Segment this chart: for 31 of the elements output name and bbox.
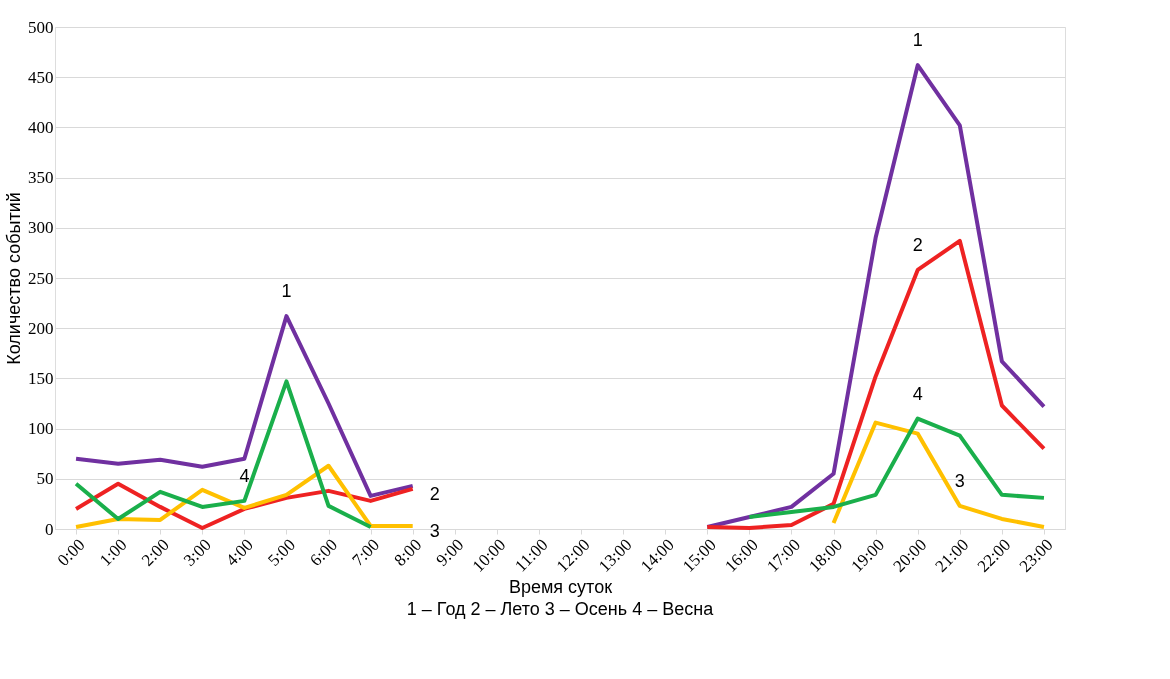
y-tick-label: 450 — [28, 67, 54, 87]
annotation: 2 — [429, 483, 440, 504]
x-tick-label: 5:00 — [264, 535, 299, 570]
annotation: 3 — [429, 520, 440, 541]
y-tick-label: 300 — [28, 218, 54, 238]
x-tick-label: 1:00 — [95, 535, 131, 570]
x-axis-title: Время суток — [508, 577, 613, 598]
annotation: 2 — [912, 234, 923, 255]
y-tick-label: 50 — [36, 469, 54, 489]
annotation: 3 — [954, 470, 965, 491]
x-tick-label: 4:00 — [222, 535, 257, 570]
y-tick-label: 500 — [28, 17, 54, 37]
y-axis-title: Количество событий — [4, 192, 24, 365]
y-tick-label: 0 — [45, 519, 54, 539]
annotation: 4 — [912, 383, 923, 404]
annotation: 4 — [239, 465, 250, 486]
y-tick-label: 250 — [28, 268, 54, 288]
y-tick-label: 350 — [28, 168, 54, 188]
y-tick-label: 400 — [28, 117, 54, 137]
annotation: 1 — [912, 30, 923, 51]
y-tick-label: 100 — [28, 419, 54, 439]
x-tick-label: 6:00 — [306, 535, 342, 570]
x-tick-label: 8:00 — [390, 535, 426, 570]
x-tick-label: 7:00 — [348, 535, 384, 570]
text: 1 – Год 2 – Лето 3 – Осень 4 – Весна — [406, 598, 715, 619]
annotation: 1 — [281, 281, 292, 302]
y-tick-label: 200 — [28, 318, 54, 338]
y-tick-label: 150 — [28, 368, 54, 388]
x-tick-label: 2:00 — [137, 535, 173, 570]
x-tick-label: 3:00 — [180, 535, 215, 570]
x-tick-label: 0:00 — [53, 535, 89, 570]
